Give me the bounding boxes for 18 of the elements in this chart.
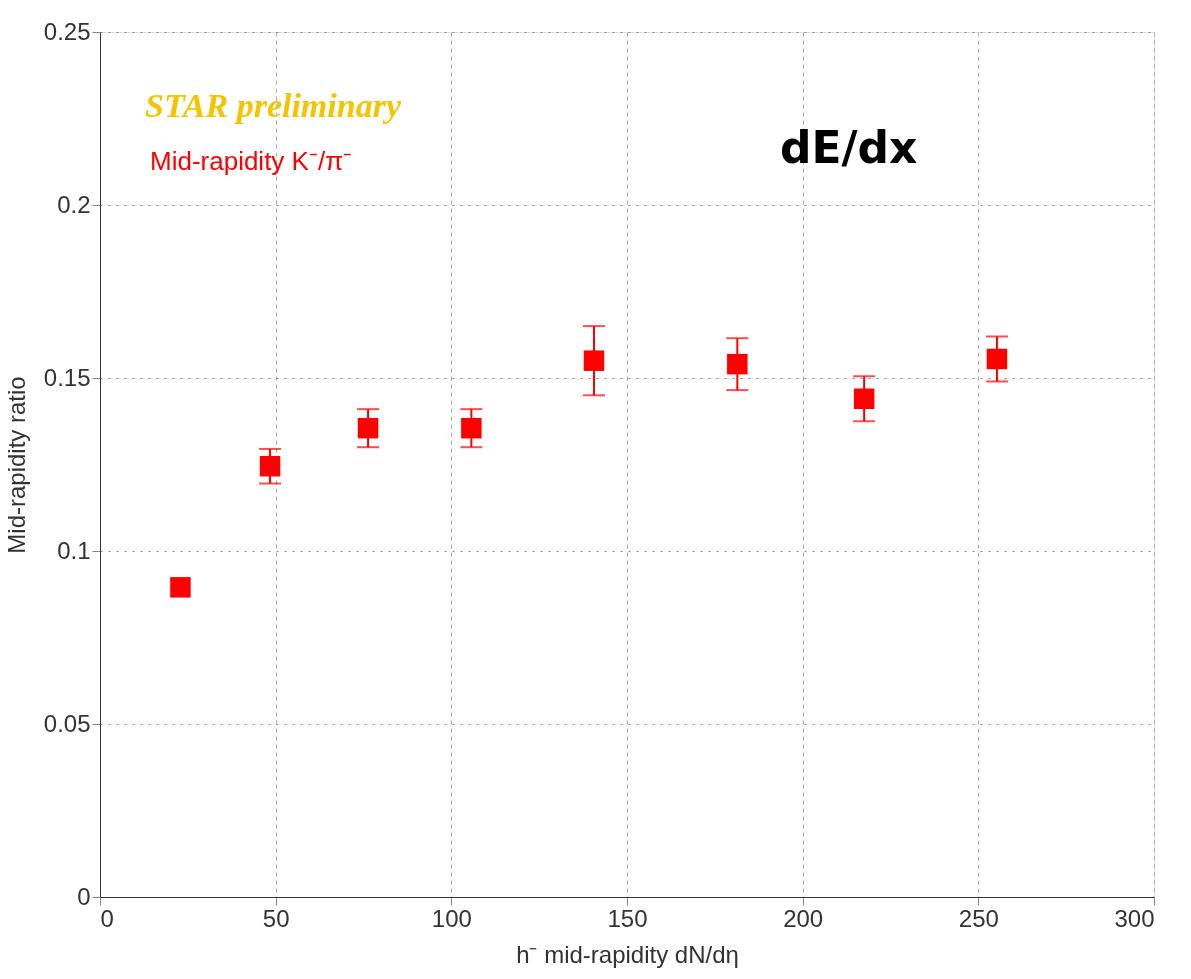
annotation: STAR preliminary	[145, 87, 402, 124]
y-tick-label: 0.2	[57, 190, 91, 218]
y-tick-label: 0.15	[43, 363, 91, 391]
x-tick-label: 150	[607, 904, 648, 932]
y-tick-label: 0.05	[43, 709, 91, 737]
x-tick-label: 0	[100, 904, 114, 932]
y-tick-label: 0.1	[57, 536, 91, 564]
y-tick-label: 0.25	[43, 17, 91, 45]
x-tick-label: 250	[958, 904, 999, 932]
x-axis-title: h⁻ mid-rapidity dN/dη	[516, 940, 739, 968]
text: Mid-rapidity K⁻/π⁻	[150, 146, 353, 176]
x-tick-label: 200	[783, 904, 824, 932]
annotation: dE/dx	[780, 122, 918, 173]
x-tick-label: 300	[1114, 904, 1155, 932]
y-tick-label: 0	[77, 882, 91, 910]
y-axis-title: Mid-rapidity ratio	[2, 376, 30, 554]
x-tick-label: 100	[431, 904, 472, 932]
x-tick-label: 50	[262, 904, 290, 932]
